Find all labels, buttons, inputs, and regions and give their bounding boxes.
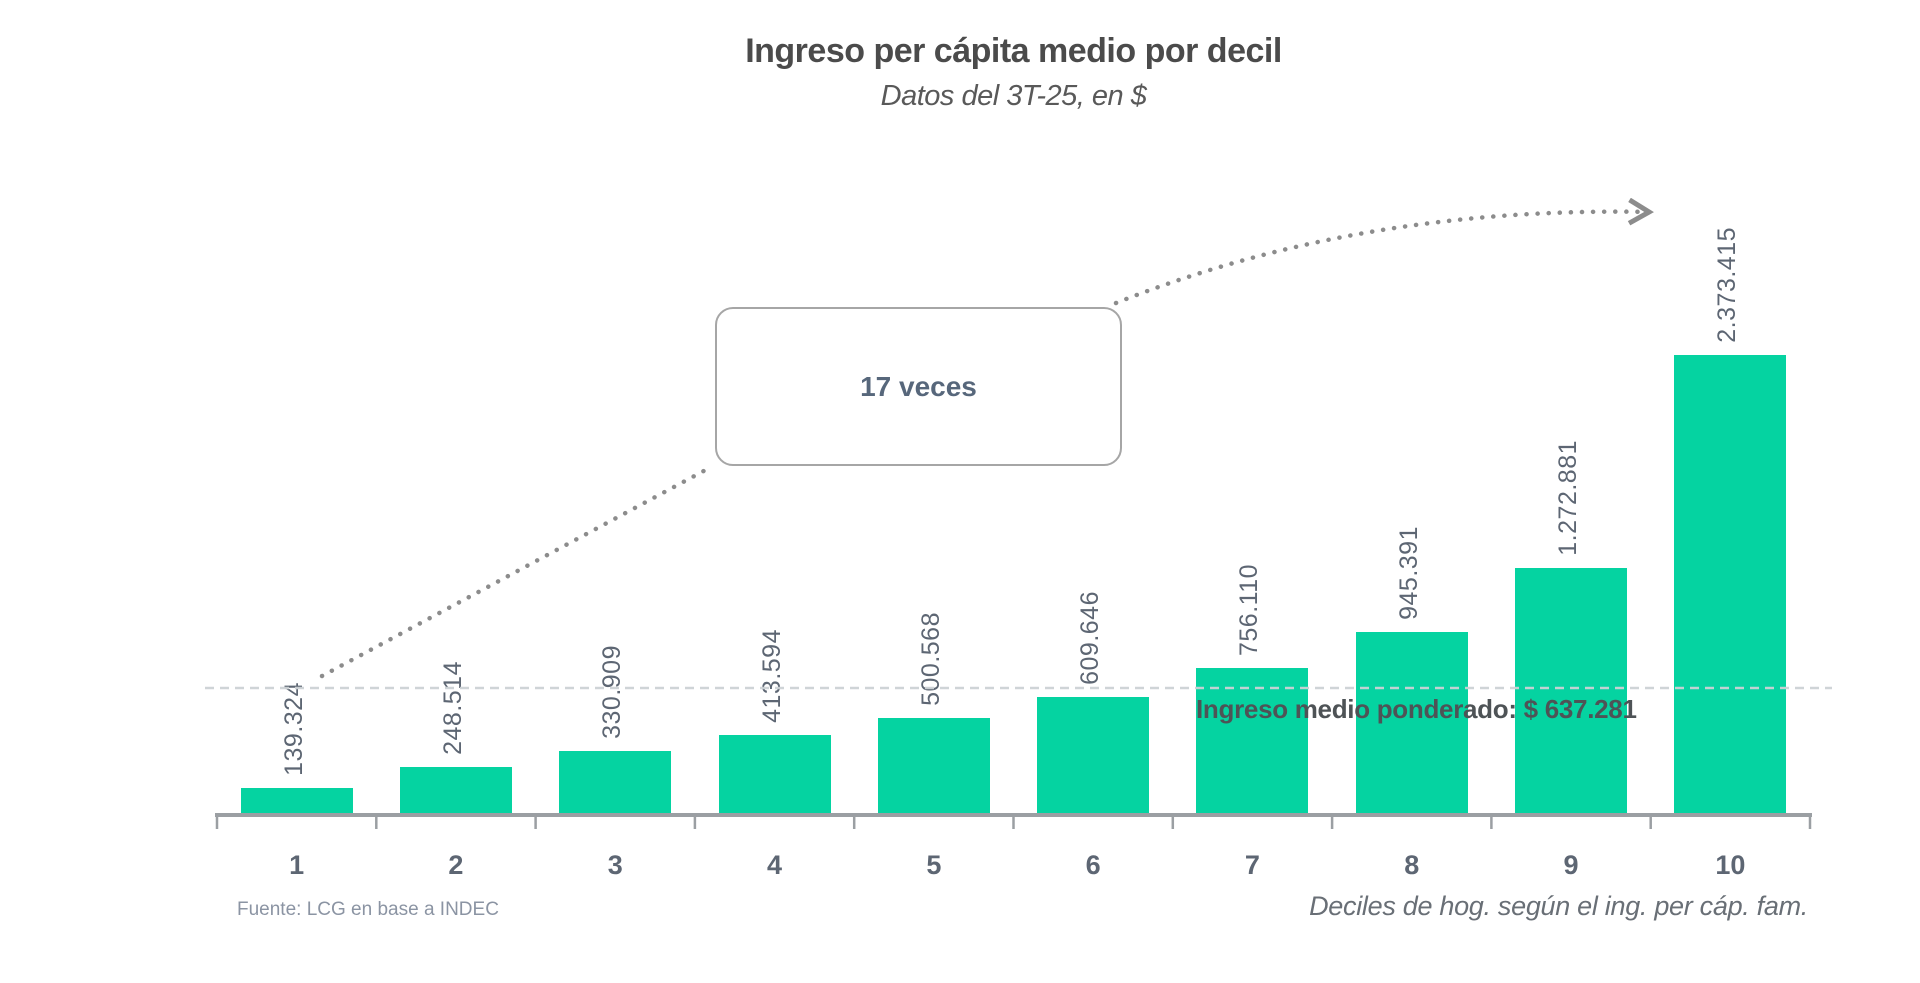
- x-tick-label: 9: [1563, 850, 1579, 880]
- bar-decile-6: [1037, 697, 1150, 815]
- ratio-callout-box: 17 veces: [715, 307, 1122, 466]
- x-tick-label: 3: [607, 850, 623, 880]
- bar-value-label: 248.514: [438, 661, 467, 755]
- mean-income-label: Ingreso medio ponderado: $ 637.281: [1196, 694, 1637, 724]
- x-tick-label: 2: [448, 850, 464, 880]
- bar-value-label: 609.646: [1076, 591, 1105, 685]
- x-tick-label: 10: [1715, 850, 1746, 880]
- ratio-callout-label: 17 veces: [860, 370, 977, 402]
- chart-title: Ingreso per cápita medio por decil: [745, 32, 1282, 70]
- x-tick-label: 6: [1085, 850, 1101, 880]
- x-tick-label: 7: [1244, 850, 1260, 880]
- bar-decile-8: [1355, 632, 1468, 815]
- bar-decile-1: [240, 788, 353, 815]
- bar-value-label: 945.391: [1394, 526, 1423, 620]
- dotted-arrow-segment-1: [319, 463, 716, 679]
- bar-value-label: 756.110: [1235, 563, 1264, 656]
- bar-decile-7: [1196, 668, 1309, 815]
- source-note: Fuente: LCG en base a INDEC: [237, 899, 499, 920]
- x-tick-label: 1: [289, 850, 305, 880]
- x-tick-label: 8: [1404, 850, 1420, 880]
- bar-value-label: 500.568: [916, 612, 945, 706]
- bar-value-label: 330.909: [598, 645, 627, 739]
- bar-value-label: 139.324: [279, 682, 308, 776]
- bar-decile-2: [399, 767, 512, 815]
- bar-decile-5: [877, 718, 990, 815]
- bar-value-label: 413.594: [757, 629, 786, 723]
- chart-subtitle: Datos del 3T-25, en $: [880, 80, 1147, 112]
- x-tick-label: 4: [767, 850, 783, 880]
- bar-decile-9: [1515, 568, 1628, 815]
- bar-decile-4: [718, 735, 831, 815]
- bar-decile-10: [1674, 355, 1787, 815]
- x-axis-note: Deciles de hog. según el ing. per cáp. f…: [1309, 891, 1808, 921]
- x-tick-label: 5: [926, 850, 942, 880]
- dotted-arrow-segment-2: [1113, 212, 1650, 306]
- bar-value-label: 2.373.415: [1713, 227, 1742, 343]
- x-axis-ticks: [215, 815, 1812, 829]
- bar-decile-3: [559, 751, 672, 815]
- bar-value-label: 1.272.881: [1554, 440, 1583, 556]
